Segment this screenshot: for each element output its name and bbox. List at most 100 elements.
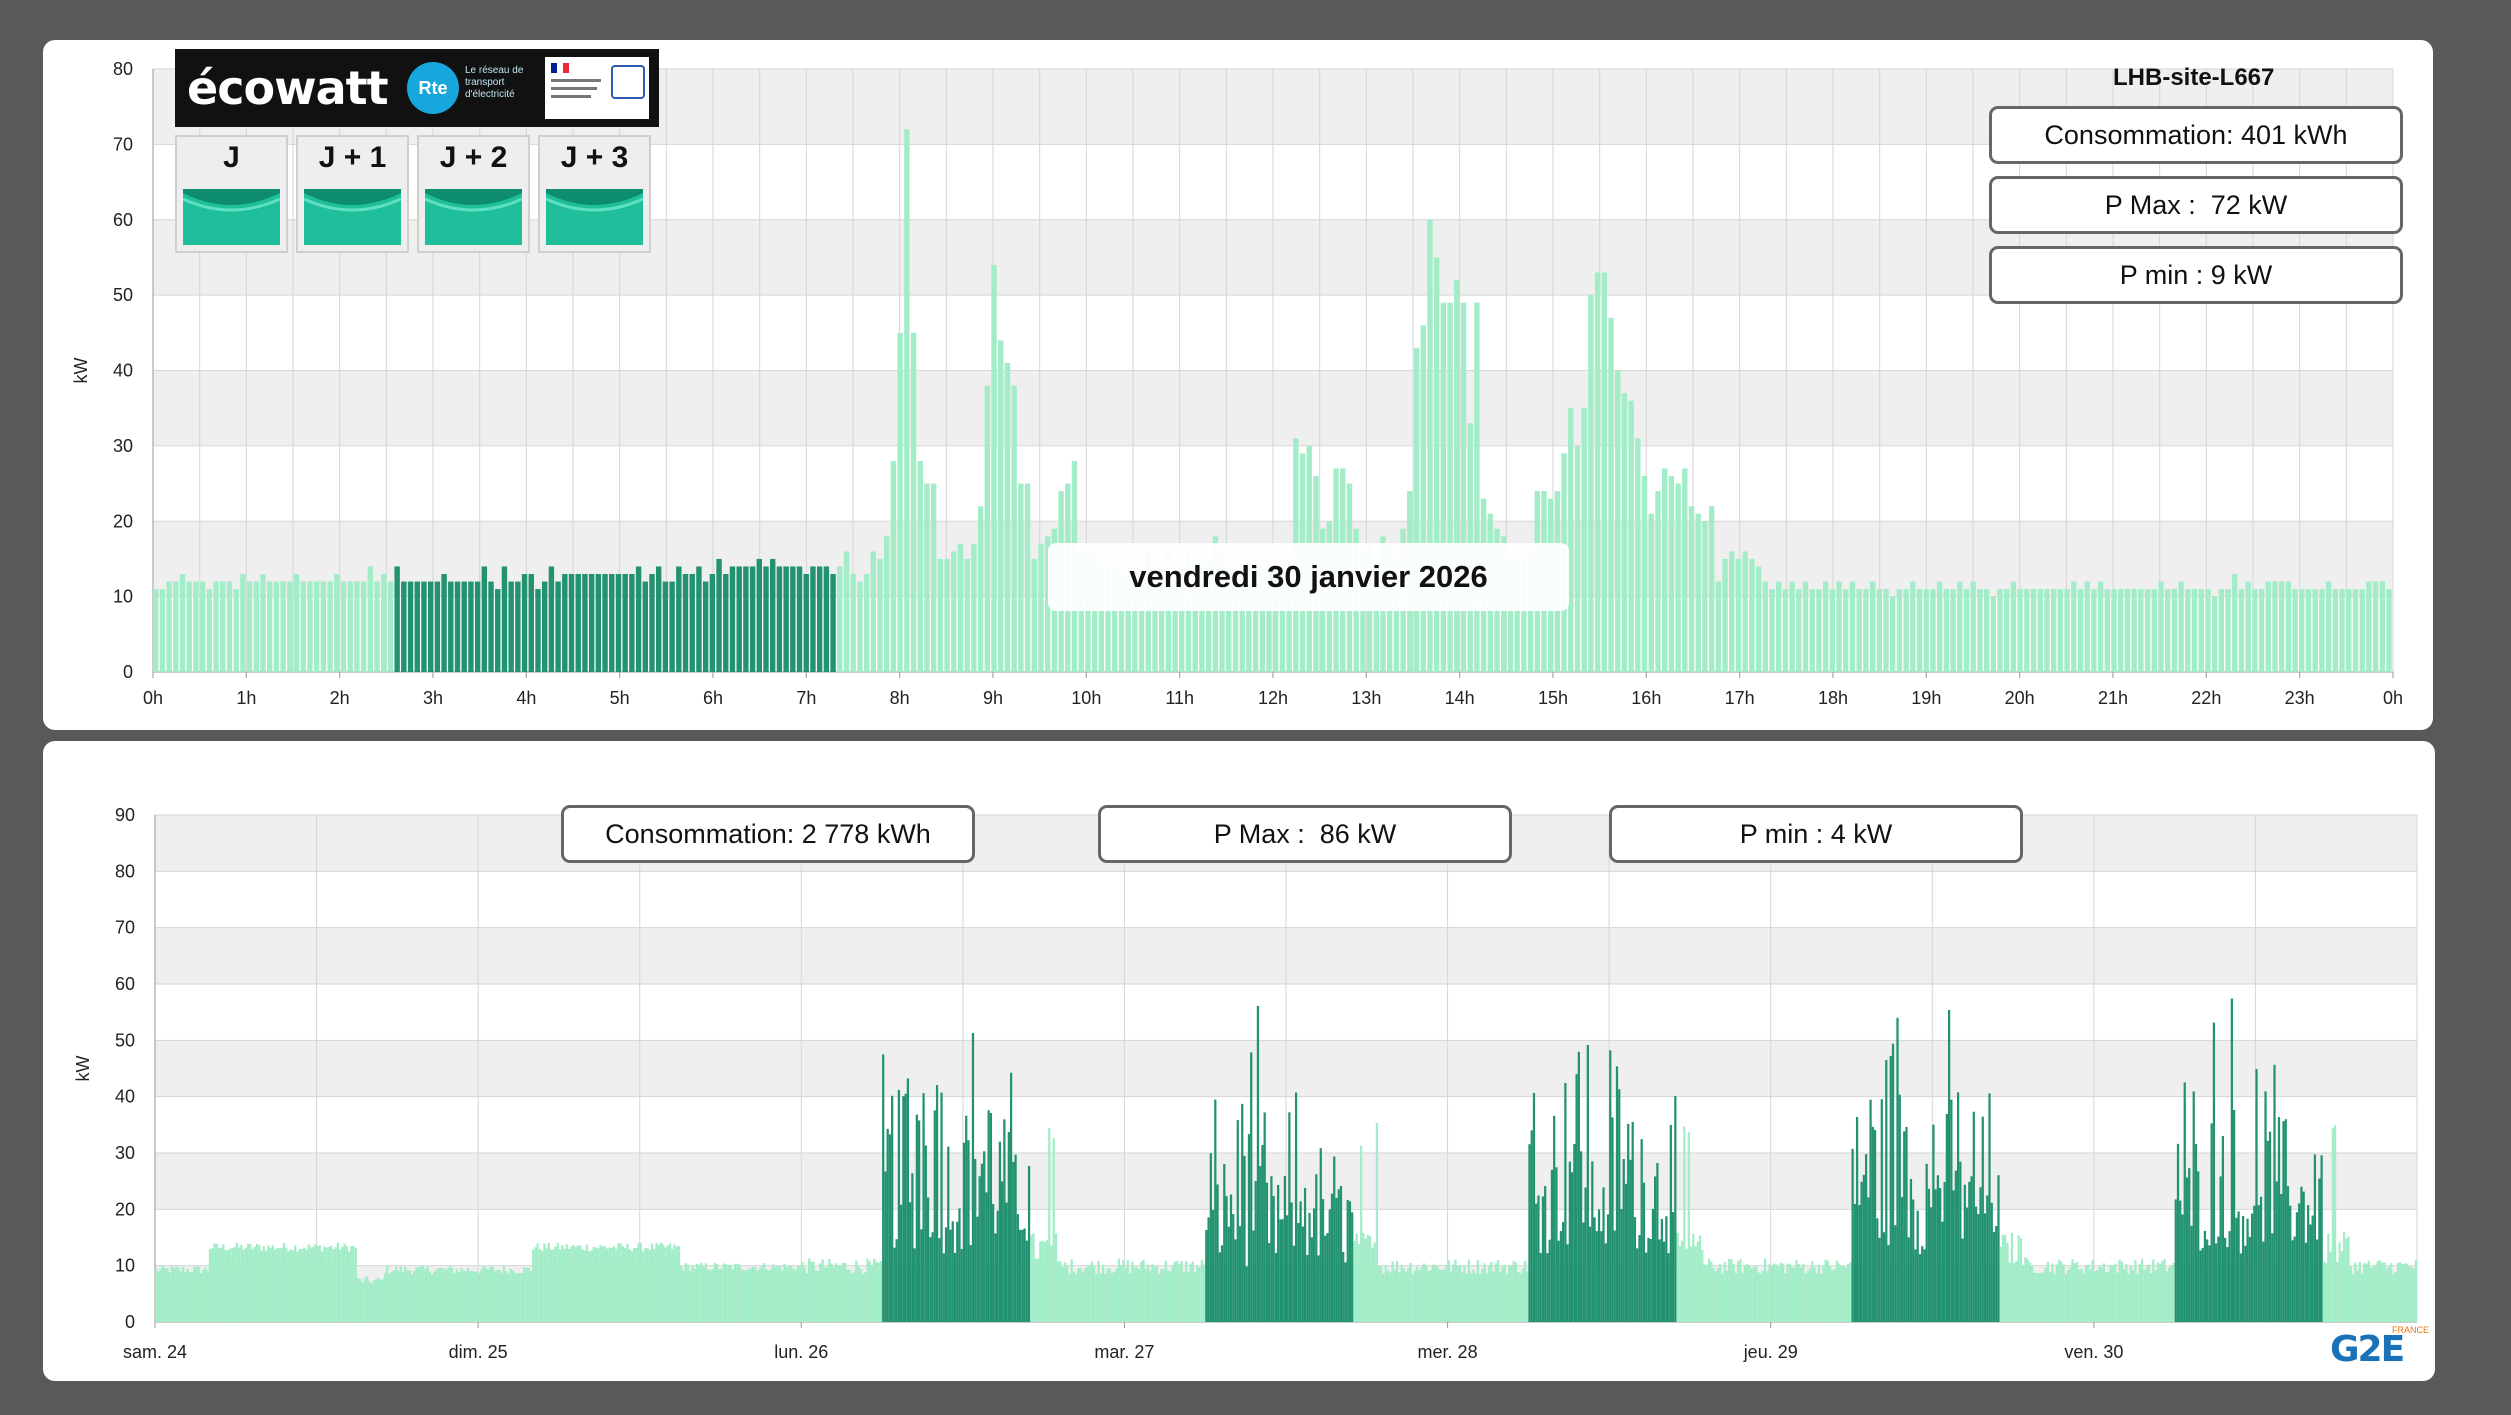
bar [1864,1154,1868,1322]
bar [989,1112,993,1322]
bar [1876,589,1882,672]
bar [682,1270,685,1322]
bar [2111,1265,2115,1322]
bar [1678,1245,1681,1322]
bar [372,1280,375,1322]
bar [2215,1243,2218,1322]
bar [1176,1260,1179,1322]
bar [1024,483,1031,672]
bar [1842,1265,1845,1322]
bar [1878,1237,1881,1322]
bar [781,1270,784,1322]
bar [318,1245,322,1322]
bar [235,1242,239,1322]
y-tick-label: 70 [113,134,133,154]
bar [810,566,816,672]
bar [377,1277,380,1322]
bar [1757,1272,1760,1322]
bar [1930,589,1936,672]
bar [621,1246,625,1322]
bar [493,1271,497,1322]
bar [2151,589,2157,672]
bar [1957,581,1963,672]
ecowatt-day-j3[interactable]: J + 3 [538,135,651,253]
bar [532,1249,535,1322]
bar [2055,1264,2058,1322]
bar [454,581,461,672]
bar [1824,1259,1827,1322]
bar [273,581,280,672]
bar [253,1246,256,1322]
bar [1001,1181,1004,1322]
bar [971,543,977,672]
bar [1820,1273,1823,1322]
bar [1238,1226,1242,1322]
bar [1831,1270,1834,1322]
bar [1950,589,1956,672]
bar [226,581,233,672]
bar [1324,1235,1327,1322]
bar [1003,1119,1006,1322]
bar [1910,581,1916,672]
bar [935,1085,939,1322]
bar [1180,1260,1183,1322]
bar [565,1244,568,1322]
bar [1970,581,1976,672]
bar [491,1266,494,1322]
bar [1211,1209,1215,1322]
bar [2144,589,2151,672]
bar [2124,589,2131,672]
bar [535,589,541,672]
bar [958,1208,961,1322]
bar [1564,1083,1567,1322]
bar [1932,1124,1935,1322]
bar [2320,1155,2323,1322]
y-axis-label: kW [71,358,91,384]
bar [2134,1260,2137,1322]
bar [953,1252,957,1322]
bar [2031,1265,2034,1322]
bar [1934,1189,1937,1322]
bar [843,551,850,672]
bar [2197,1171,2200,1322]
bar [1574,445,1581,672]
bar [2107,1271,2110,1322]
g2e-logo: G2E FRANCE [2330,1325,2430,1375]
bar [1389,1272,1392,1322]
bar [875,1261,878,1322]
bar [1675,483,1681,672]
ecowatt-day-j2[interactable]: J + 2 [417,135,530,253]
y-tick-label: 80 [113,59,133,79]
bar [468,581,474,672]
bar [2410,1266,2413,1322]
bar [1443,1269,1446,1322]
bar [1413,1270,1417,1322]
bar [186,1268,189,1322]
bar [262,1246,265,1322]
bar [1588,1226,1592,1322]
bar [1936,581,1943,672]
bar [1582,1222,1585,1322]
bar [1362,1232,1365,1322]
bar [1113,1271,1116,1322]
bar [2401,1264,2404,1322]
bar [518,1273,521,1322]
bar [1694,1246,1697,1322]
bar [976,1216,979,1322]
x-tick-label: 19h [1911,688,1941,708]
ecowatt-day-j[interactable]: J [175,135,288,253]
bar [271,1245,274,1322]
bar [242,1249,245,1322]
bar [1887,1245,1890,1322]
bar [2316,1239,2319,1322]
ecowatt-day-label: J + 1 [318,141,387,174]
bar [2010,581,2017,672]
ecowatt-day-j1[interactable]: J + 1 [296,135,409,253]
bar [738,1264,741,1322]
bar [2178,581,2184,672]
bar [195,1266,198,1322]
bar [1508,1264,1511,1322]
bar [1742,551,1748,672]
bar [1559,1231,1563,1322]
bar [1016,1214,1019,1322]
